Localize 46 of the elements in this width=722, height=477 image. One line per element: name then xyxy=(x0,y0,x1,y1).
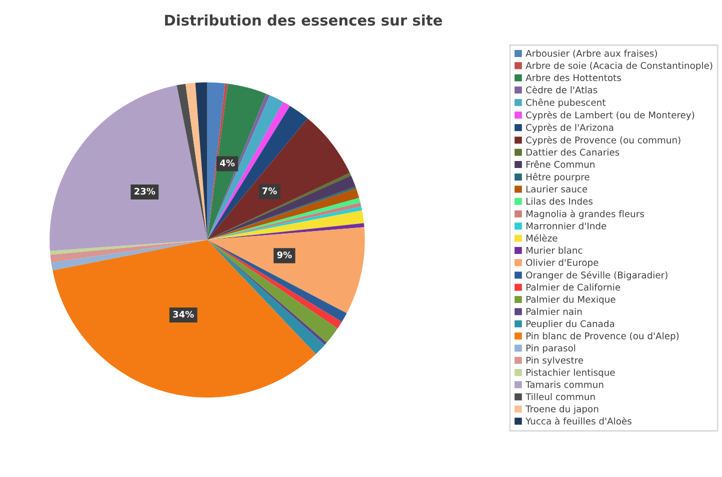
pie-slice xyxy=(50,85,208,251)
legend-label: Magnolia à grandes fleurs xyxy=(526,210,644,220)
legend-label: Chêne pubescent xyxy=(526,98,606,108)
legend-label: Troene du japon xyxy=(526,405,598,414)
legend-label: Yucca à feuilles d'Aloès xyxy=(526,417,632,425)
legend-label: Pin parasol xyxy=(526,344,576,354)
legend-label: Arbre des Hottentots xyxy=(526,74,621,82)
data-label: 7% xyxy=(262,187,277,194)
legend-label: Oranger de Séville (Bigaradier) xyxy=(526,271,668,280)
legend-label: Cèdre de l'Atlas xyxy=(526,86,598,94)
pie-slice xyxy=(176,84,208,240)
legend-label: Tamaris commun xyxy=(526,380,604,388)
legend-label: Arbre de soie (Acacia de Constantinople) xyxy=(526,62,712,71)
legend-label: Lilas des Indes xyxy=(526,198,593,205)
legend-label: Pin sylvestre xyxy=(526,356,584,366)
data-label: 4% xyxy=(220,160,235,166)
pie-slice xyxy=(207,118,350,240)
data-label: 34% xyxy=(173,310,194,318)
legend-label: Cyprès de l'Arizona xyxy=(526,123,614,133)
legend-label: Tilleul commun xyxy=(526,393,595,400)
legend-label: Pistachier lentisque xyxy=(526,368,615,378)
legend-label: Cyprès de Lambert (ou de Monterey) xyxy=(526,110,694,120)
legend-label: Mélèze xyxy=(526,234,558,242)
legend-label: Murier blanc xyxy=(526,246,582,254)
legend-label: Palmier du Mexique xyxy=(526,296,616,305)
pie-slice xyxy=(207,223,364,240)
legend-label: Palmier de Californie xyxy=(526,284,620,291)
chart-title: Distribution des essences sur site xyxy=(165,14,442,26)
pie-slice xyxy=(51,240,208,270)
data-label: 9% xyxy=(277,251,292,258)
legend-label: Pin blanc de Provence (ou d'Alep) xyxy=(526,332,679,342)
legend-label: Dattier des Canaries xyxy=(526,148,620,156)
pie-slice xyxy=(207,227,365,314)
legend-label: Peuplier du Canada xyxy=(526,320,614,329)
legend-label: Cyprès de Provence (ou commun) xyxy=(526,136,680,146)
legend-label: Laurier sauce xyxy=(526,185,588,193)
pie-slice xyxy=(50,240,208,263)
pie-slice xyxy=(207,106,308,240)
pie-slice xyxy=(52,240,316,398)
legend-label: Hêtre pourpre xyxy=(526,172,590,182)
legend-label: Marronnier d'Inde xyxy=(526,222,606,230)
data-label: 23% xyxy=(134,188,156,195)
legend-label: Olivier d'Europe xyxy=(526,258,598,268)
legend-label: Palmier nain xyxy=(526,308,582,315)
legend-label: Frêne Commun xyxy=(526,160,594,168)
legend-label: Arbousier (Arbre aux fraises) xyxy=(526,50,657,58)
